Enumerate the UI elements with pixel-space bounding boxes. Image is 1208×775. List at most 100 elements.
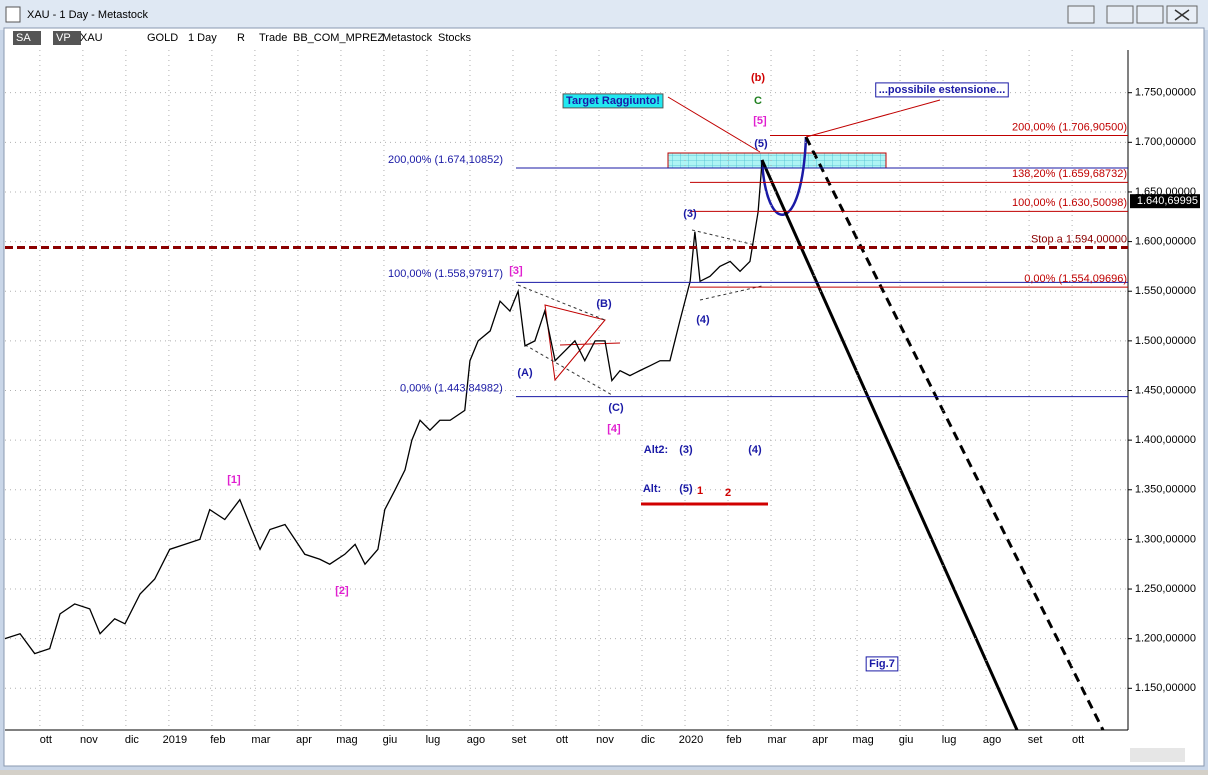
wave-label: (C) bbox=[608, 402, 624, 414]
wave-label: [2] bbox=[335, 585, 349, 597]
wave-label: (B) bbox=[596, 298, 612, 310]
wave-label: Target Raggiunto! bbox=[566, 95, 660, 107]
level-label: 200,00% (1.706,90500) bbox=[1012, 121, 1127, 133]
x-tick-label: mag bbox=[852, 734, 873, 746]
label-box bbox=[875, 82, 1009, 98]
toolbar-item[interactable]: GOLD bbox=[147, 32, 178, 44]
toolbar-item[interactable]: Stocks bbox=[438, 32, 472, 44]
x-tick-label: lug bbox=[942, 734, 957, 746]
restore-button[interactable] bbox=[1067, 5, 1095, 24]
x-tick-label: giu bbox=[899, 734, 914, 746]
level-label: 0,00% (1.443,84982) bbox=[400, 383, 503, 395]
x-tick-label: ago bbox=[983, 734, 1001, 746]
y-tick-label: 1.350,00000 bbox=[1135, 484, 1196, 496]
x-tick-label: set bbox=[1028, 734, 1043, 746]
x-tick-label: 2020 bbox=[679, 734, 703, 746]
y-tick-label: 1.450,00000 bbox=[1135, 384, 1196, 396]
target-zone bbox=[667, 152, 887, 169]
toolbar-item[interactable]: Trade bbox=[259, 32, 287, 44]
x-tick-label: 2019 bbox=[163, 734, 187, 746]
level-label: 100,00% (1.630,50098) bbox=[1012, 197, 1127, 209]
last-price-box bbox=[1130, 194, 1200, 209]
x-tick-label: giu bbox=[383, 734, 398, 746]
level-label: Stop a 1.594,00000 bbox=[1031, 233, 1127, 245]
wave-label: Fig.7 bbox=[869, 658, 895, 670]
wave-label: [4] bbox=[607, 423, 621, 435]
wave-label: Alt: bbox=[643, 483, 661, 495]
toolbar-item[interactable]: BB_COM_MPREZ bbox=[293, 32, 384, 44]
wave-label: (b) bbox=[751, 72, 765, 84]
x-tick-label: ott bbox=[1072, 734, 1084, 746]
x-tick-label: apr bbox=[812, 734, 828, 746]
y-tick-label: 1.700,00000 bbox=[1135, 136, 1196, 148]
wave-label: (A) bbox=[517, 367, 533, 379]
maximize-button[interactable] bbox=[1136, 5, 1164, 24]
y-tick-label: 1.750,00000 bbox=[1135, 87, 1196, 99]
wave-label: [3] bbox=[509, 265, 523, 277]
y-tick-label: 1.550,00000 bbox=[1135, 285, 1196, 297]
x-tick-label: apr bbox=[296, 734, 312, 746]
title-bar bbox=[0, 0, 1208, 30]
toolbar-item[interactable]: R bbox=[237, 32, 245, 44]
wave-label: (3) bbox=[679, 444, 693, 456]
forecast-line bbox=[804, 136, 1105, 731]
price-line bbox=[4, 162, 763, 655]
wave-label: [1] bbox=[227, 474, 241, 486]
x-tick-label: set bbox=[512, 734, 527, 746]
toolbar-item[interactable]: 1 Day bbox=[188, 32, 217, 44]
y-tick-label: 1.250,00000 bbox=[1135, 583, 1196, 595]
toolbar-item[interactable]: SA bbox=[16, 32, 31, 44]
extension-curve bbox=[760, 136, 808, 216]
x-tick-label: nov bbox=[596, 734, 614, 746]
x-tick-label: mar bbox=[768, 734, 787, 746]
level-label: 0,00% (1.554,09696) bbox=[1024, 273, 1127, 285]
callout-pointer bbox=[667, 96, 941, 153]
label-box bbox=[562, 93, 664, 109]
scrollbar[interactable] bbox=[1130, 748, 1185, 762]
x-tick-label: mag bbox=[336, 734, 357, 746]
toolbar-button[interactable] bbox=[13, 31, 41, 45]
window-title: XAU - 1 Day - Metastock bbox=[27, 9, 149, 21]
wave-guides bbox=[517, 229, 763, 396]
toolbar: SA VP XAU GOLD 1 Day R Trade BB_COM_MPREZMetast… bbox=[13, 31, 472, 45]
label-box bbox=[865, 656, 899, 672]
toolbar-item[interactable]: VP bbox=[56, 32, 71, 44]
x-tick-label: nov bbox=[80, 734, 98, 746]
y-tick-label: 1.200,00000 bbox=[1135, 633, 1196, 645]
wave-label: (5) bbox=[679, 483, 693, 495]
wave-label: ...possibile estensione... bbox=[879, 84, 1006, 96]
wave-label: 1 bbox=[697, 485, 703, 497]
x-tick-label: mar bbox=[251, 734, 270, 746]
wave-label: (4) bbox=[748, 444, 762, 456]
y-tick-label: 1.400,00000 bbox=[1135, 434, 1196, 446]
wave-label: 2 bbox=[725, 487, 731, 499]
x-tick-label: ott bbox=[40, 734, 52, 746]
wave-label: (5) bbox=[754, 138, 768, 150]
plot: 200,00% (1.674,10852) 100,00% (1.558,9791… bbox=[4, 50, 1128, 731]
wave-label: [5] bbox=[753, 115, 767, 127]
wave-label: (3) bbox=[683, 208, 697, 220]
wave-label: C bbox=[754, 95, 762, 107]
x-tick-label: ott bbox=[556, 734, 568, 746]
wave-label: Alt2: bbox=[644, 444, 668, 456]
x-tick-label: dic bbox=[641, 734, 656, 746]
last-price-label: 1.640,69995 bbox=[1137, 195, 1198, 207]
forecast-line bbox=[760, 159, 1019, 731]
wave-label: (4) bbox=[696, 314, 710, 326]
x-tick-label: lug bbox=[426, 734, 441, 746]
level-label: 100,00% (1.558,97917) bbox=[388, 268, 503, 280]
toolbar-item[interactable]: Metastock bbox=[382, 32, 433, 44]
minimize-button[interactable] bbox=[1106, 5, 1134, 24]
price-axis bbox=[1128, 50, 1200, 730]
x-tick-label: ago bbox=[467, 734, 485, 746]
level-label: 200,00% (1.674,10852) bbox=[388, 154, 503, 166]
y-tick-label: 1.150,00000 bbox=[1135, 682, 1196, 694]
x-tick-label: dic bbox=[125, 734, 140, 746]
x-tick-label: feb bbox=[210, 734, 225, 746]
toolbar-item[interactable]: XAU bbox=[80, 32, 103, 44]
y-tick-label: 1.600,00000 bbox=[1135, 235, 1196, 247]
x-tick-label: feb bbox=[726, 734, 741, 746]
toolbar-button[interactable] bbox=[53, 31, 81, 45]
y-tick-label: 1.300,00000 bbox=[1135, 533, 1196, 545]
